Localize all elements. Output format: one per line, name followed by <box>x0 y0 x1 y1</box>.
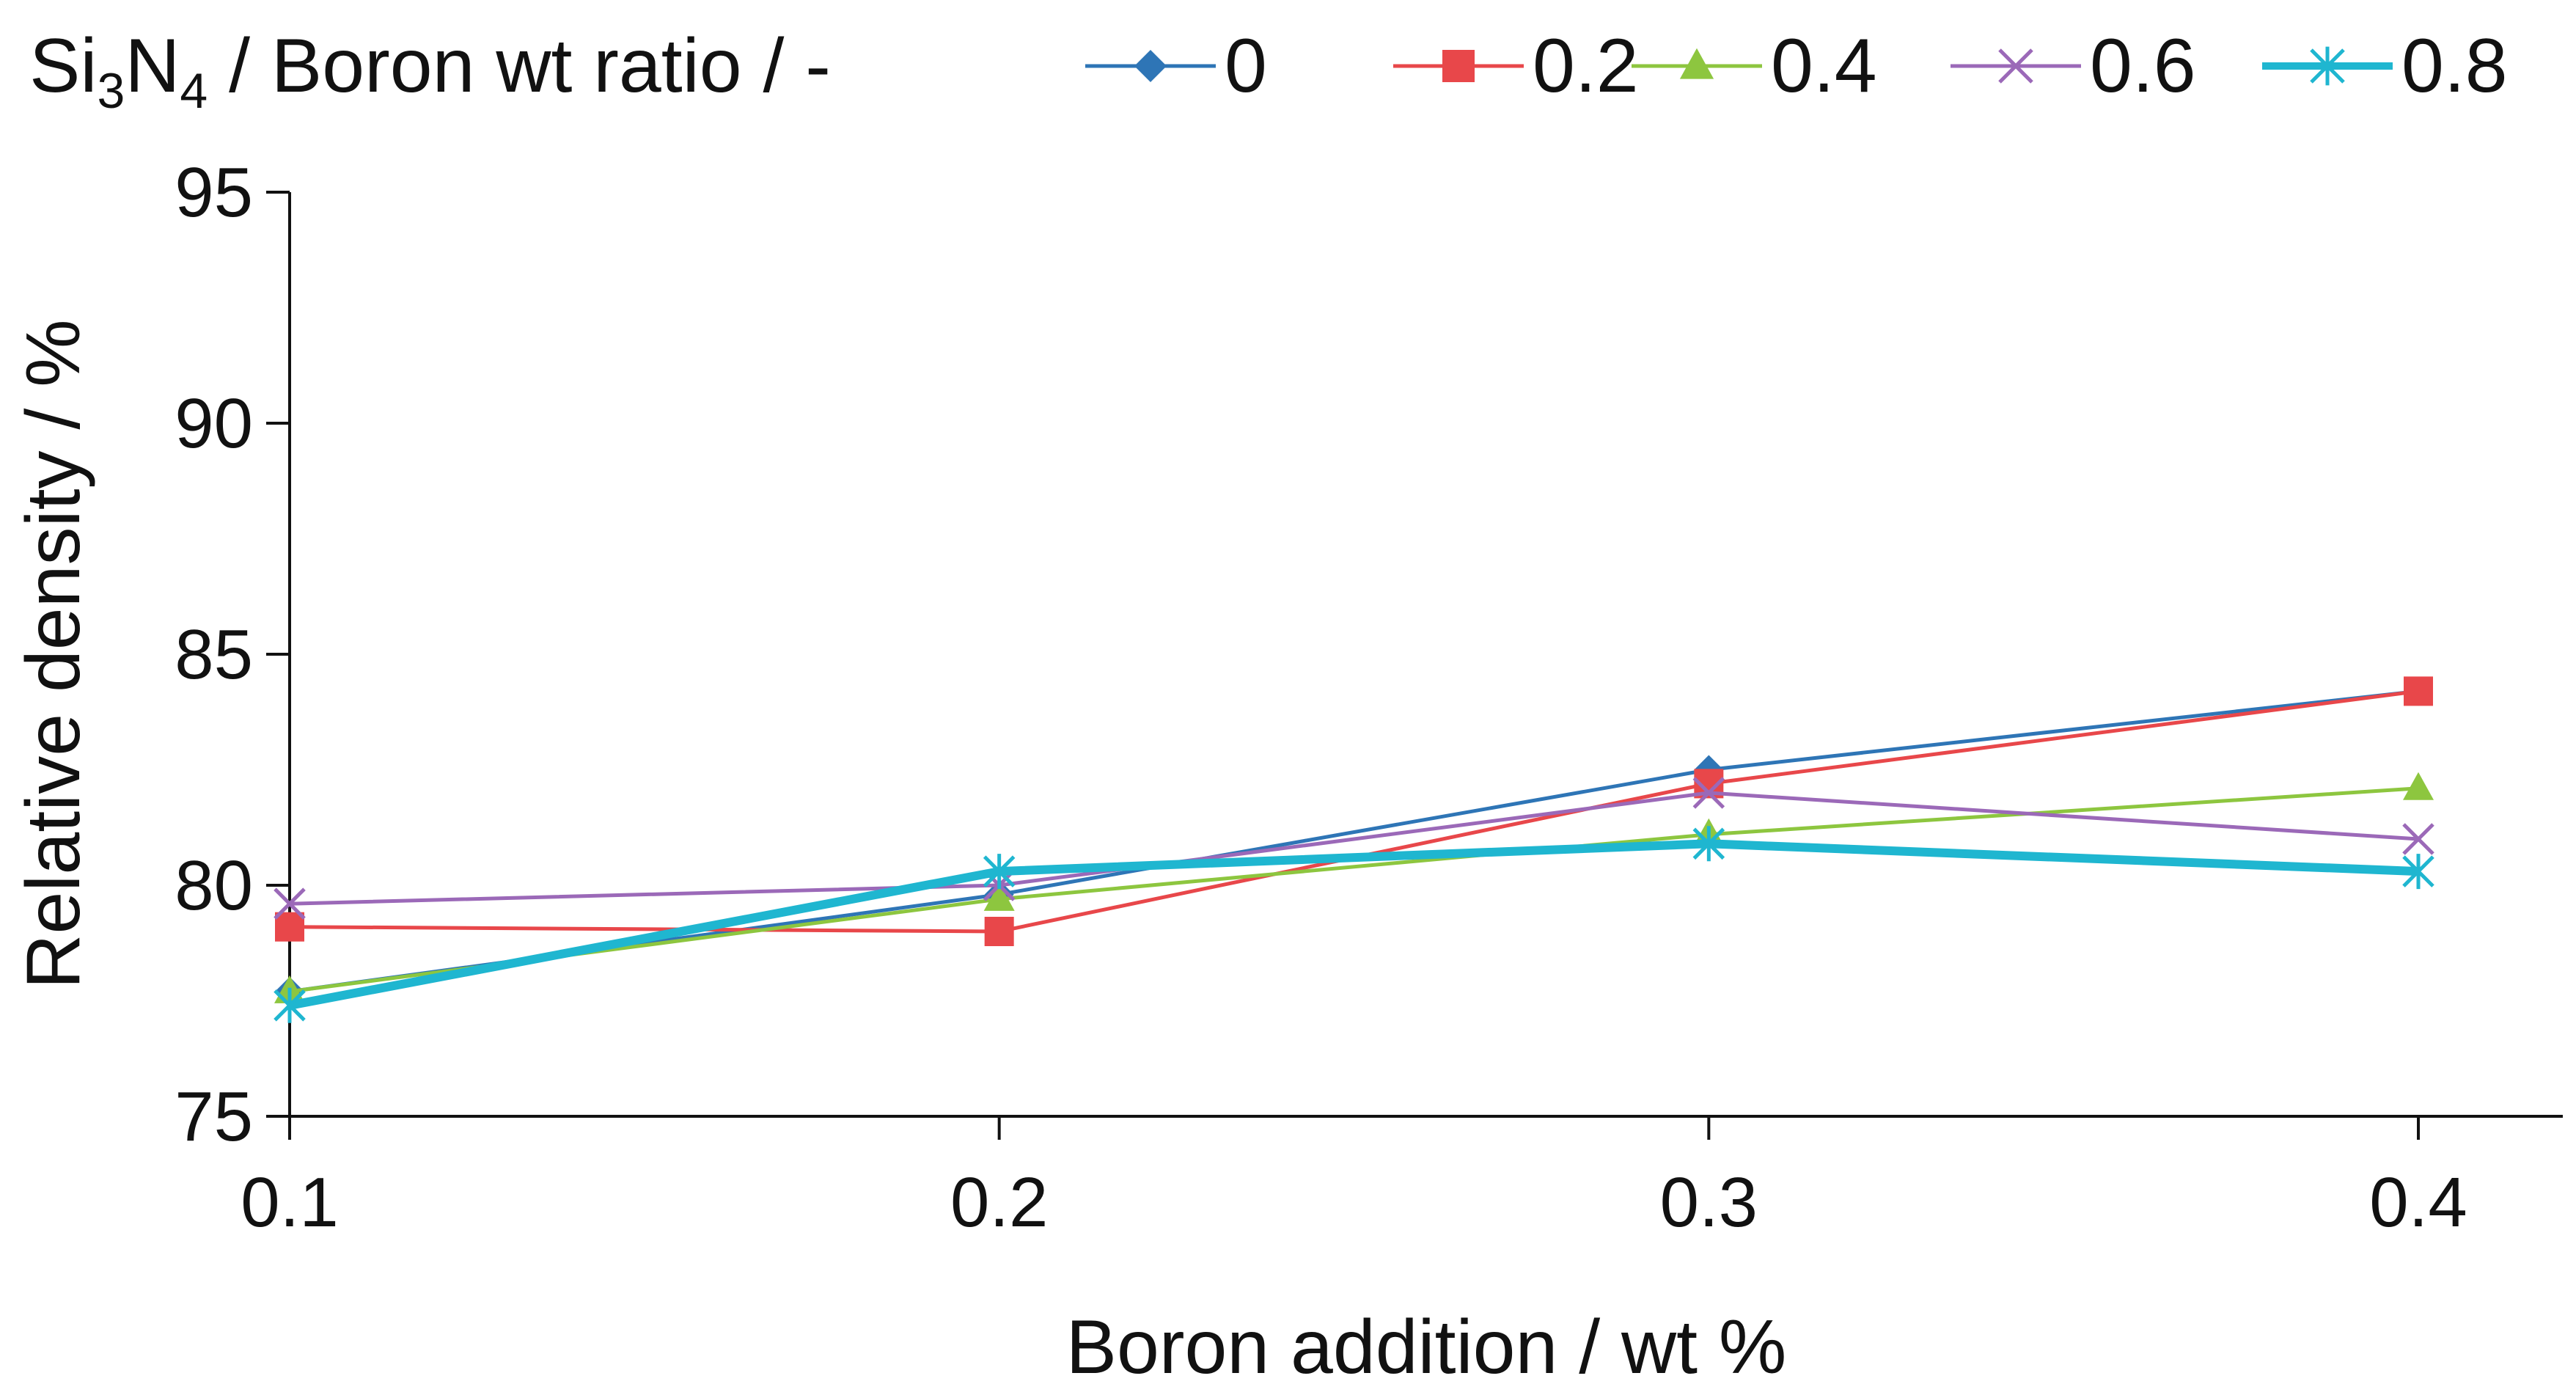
data-point <box>2404 676 2433 706</box>
legend-title-mid: N <box>125 23 180 109</box>
y-axis: 75 80 85 90 95 <box>175 153 291 1156</box>
data-point <box>274 987 306 1023</box>
series-0.6 <box>274 777 2434 920</box>
legend-label: 0.4 <box>1771 23 1877 109</box>
y-tick-label: 95 <box>175 153 253 232</box>
data-point <box>983 854 1016 890</box>
y-tick-label: 90 <box>175 384 253 463</box>
y-tick-label: 75 <box>175 1077 253 1156</box>
y-axis-title: Relative density / % <box>11 319 96 989</box>
legend-title: Si3N4 / Boron wt ratio / - <box>29 23 831 119</box>
x-tick-label: 0.1 <box>241 1163 338 1242</box>
series-line <box>289 791 2419 906</box>
series-line <box>289 786 2419 994</box>
legend-label: 0.2 <box>1533 23 1639 109</box>
x-ticks: 0.1 0.2 0.3 0.4 <box>241 1116 2467 1242</box>
legend: Si3N4 / Boron wt ratio / - 0 0.2 0.4 0.6 0.8 <box>29 23 2508 119</box>
series-layer <box>274 676 2434 1023</box>
y-ticks: 75 80 85 90 95 <box>175 153 290 1156</box>
data-point <box>275 912 304 942</box>
data-point <box>2403 772 2434 800</box>
x-axis-title: Boron addition / wt % <box>1066 1305 1787 1390</box>
legend-label: 0.6 <box>2090 23 2196 109</box>
legend-title-sub2: 4 <box>180 63 208 119</box>
series-0.2 <box>275 676 2433 946</box>
legend-swatch-marker <box>2310 46 2345 86</box>
series-0.4 <box>274 772 2434 1003</box>
data-point <box>274 887 306 920</box>
data-point <box>2402 823 2434 855</box>
legend-label: 0 <box>1225 23 1267 109</box>
data-point <box>2402 854 2434 890</box>
series-0.8 <box>274 826 2434 1023</box>
data-point <box>1692 826 1725 862</box>
series-line <box>288 839 2419 1010</box>
legend-swatch-marker <box>1679 48 1714 79</box>
legend-entry-0.2: 0.2 <box>1393 23 1639 109</box>
data-point <box>984 917 1014 946</box>
legend-label: 0.8 <box>2401 23 2508 109</box>
data-point <box>1692 777 1725 809</box>
series-line <box>289 689 2419 994</box>
legend-title-sub1: 3 <box>97 63 125 119</box>
legend-entries: 0 0.2 0.4 0.6 0.8 <box>1085 23 2508 109</box>
legend-swatch-marker <box>1134 50 1167 82</box>
data-point <box>983 882 1015 911</box>
series-0 <box>275 676 2433 1006</box>
legend-title-prefix: Si <box>29 23 97 109</box>
y-tick-label: 80 <box>175 846 253 925</box>
x-axis: 0.1 0.2 0.3 0.4 <box>241 1115 2563 1242</box>
legend-swatch-marker <box>1998 48 2033 84</box>
x-tick-label: 0.4 <box>2369 1163 2467 1242</box>
legend-entry-0.4: 0.4 <box>1632 23 1877 109</box>
legend-title-suffix: / Boron wt ratio / - <box>208 23 831 109</box>
x-tick-label: 0.2 <box>950 1163 1048 1242</box>
legend-swatch-marker <box>1442 50 1475 82</box>
legend-entry-0: 0 <box>1085 23 1267 109</box>
x-tick-label: 0.3 <box>1660 1163 1758 1242</box>
y-tick-label: 85 <box>175 615 253 694</box>
legend-entry-0.8: 0.8 <box>2262 23 2508 109</box>
legend-entry-0.6: 0.6 <box>1951 23 2196 109</box>
